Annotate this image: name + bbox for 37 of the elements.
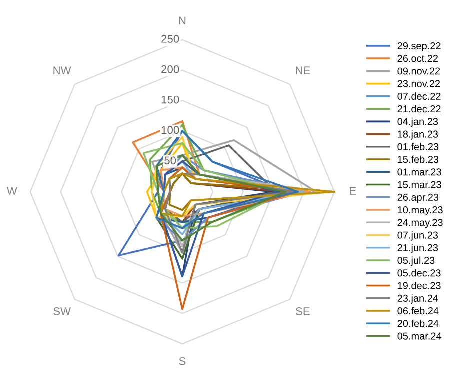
y-tick-label: 50 [164,156,176,165]
y-tick-label: 150 [162,96,180,104]
legend-label: 04.jan.23 [398,118,438,128]
legend-label: 05.dec.23 [398,269,441,277]
legend-label: 15.mar.23 [398,181,442,188]
spoke-label: SW [54,308,71,316]
legend-label: 05.mar.24 [398,332,442,340]
spoke-label: N [179,16,186,25]
legend-label: 07.dec.22 [398,92,441,100]
legend-label: 19.dec.23 [398,282,441,290]
y-tick-label: 200 [162,65,180,74]
y-tick-label: 250 [162,35,180,43]
spoke-label: E [350,187,356,195]
legend-label: 01.feb.23 [398,143,439,151]
legend-label: 20.feb.24 [398,320,439,328]
legend-label: 07.jun.23 [398,232,438,241]
y-tick-label: 100 [162,126,180,134]
legend-label: 26.oct.22 [398,55,438,62]
spoke-label: NW [54,66,72,74]
legend-label: 09.nov.22 [398,68,440,75]
spoke-label: NE [296,66,310,74]
legend-label: 18.jan.23 [398,130,438,140]
legend-label: 01.mar.23 [398,168,442,176]
legend-label: 21.dec.22 [398,105,441,113]
legend-label: 23.nov.22 [398,80,440,88]
legend-label: 21.jun.23 [398,244,438,254]
legend-label: 26.apr.23 [398,194,439,203]
legend-label: 23.jan.24 [398,294,438,304]
legend-label: 15.feb.23 [398,156,439,164]
legend-label: 06.feb.24 [398,307,439,315]
legend-label: 29.sep.22 [398,42,441,52]
legend-label: 24.may.23 [398,219,443,228]
spoke-label: SE [296,308,310,316]
spoke-label: W [6,187,18,195]
spoke-label: S [179,357,186,366]
legend-label: 10.may.23 [398,206,443,216]
legend-label: 05.jul.23 [398,256,435,266]
